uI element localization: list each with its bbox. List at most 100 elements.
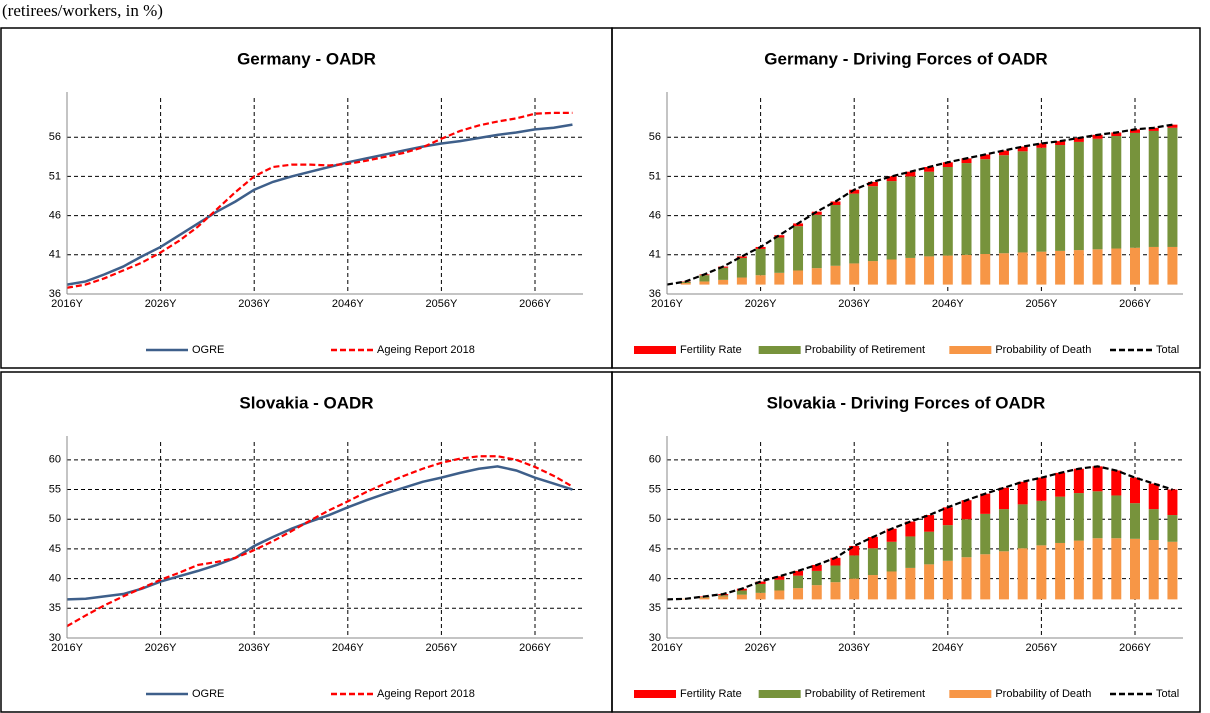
x-tick-label: 2016Y — [51, 298, 83, 310]
bar-segment — [998, 150, 1009, 156]
legend-label: OGRE — [192, 688, 224, 700]
y-tick-label: 46 — [649, 210, 661, 222]
bar-segment — [905, 257, 916, 285]
bar-segment — [736, 256, 747, 258]
bar-segment — [1055, 542, 1066, 600]
bar-segment — [849, 189, 860, 194]
bar-segment — [699, 275, 710, 282]
header: (retirees/workers, in %) — [2, 1, 163, 20]
legend-label: Probability of Death — [995, 688, 1091, 700]
bar-segment — [755, 275, 766, 285]
bar-segment — [774, 576, 785, 580]
bar-segment — [961, 500, 972, 520]
bar-segment — [998, 551, 1009, 600]
bar-segment — [1167, 489, 1178, 516]
x-tick-label: 2056Y — [425, 298, 457, 310]
bar-segment — [1036, 545, 1047, 600]
bar-segment — [924, 166, 935, 172]
bar-segment — [905, 176, 916, 258]
bar-segment — [774, 237, 785, 273]
x-tick-label: 2016Y — [651, 298, 683, 310]
bar-segment — [1111, 132, 1122, 137]
y-tick-label: 40 — [649, 573, 661, 585]
bar-segment — [1148, 509, 1159, 540]
bar-segment — [961, 557, 972, 600]
bar-segment — [1148, 127, 1159, 131]
y-tick-label: 50 — [649, 513, 661, 525]
bar-segment — [849, 263, 860, 285]
bar-segment — [924, 564, 935, 600]
bar-segment — [1130, 477, 1140, 504]
legend-label: Total — [1156, 344, 1179, 356]
x-tick-label: 2066Y — [1119, 298, 1151, 310]
y-tick-label: 55 — [49, 483, 61, 495]
bar-segment — [1036, 251, 1047, 285]
bar-segment — [736, 590, 747, 595]
y-tick-label: 45 — [49, 543, 61, 555]
bar-segment — [699, 597, 710, 600]
bar-segment — [1036, 477, 1047, 501]
bar-segment — [1017, 548, 1028, 600]
bar-segment — [980, 254, 991, 285]
bar-segment — [867, 181, 878, 187]
x-tick-label: 2046Y — [332, 642, 364, 654]
bar-segment — [942, 162, 953, 167]
bar-segment — [1036, 500, 1047, 546]
bar-segment — [736, 277, 747, 285]
bar-segment — [811, 564, 822, 571]
bar-segment — [961, 254, 972, 285]
y-tick-label: 60 — [49, 454, 61, 466]
y-tick-label: 40 — [49, 573, 61, 585]
bar-segment — [830, 557, 841, 566]
bar-segment — [924, 515, 935, 532]
bar-segment — [793, 270, 804, 285]
bar-segment — [811, 585, 822, 600]
bar-segment — [1055, 250, 1066, 285]
bar-segment — [1092, 138, 1103, 250]
bar-segment — [699, 281, 710, 285]
bar-segment — [1092, 491, 1103, 539]
bar-segment — [1148, 130, 1159, 247]
bar-segment — [830, 201, 841, 206]
bar-segment — [755, 248, 766, 276]
bar-segment — [924, 531, 935, 565]
legend-label: Total — [1156, 688, 1179, 700]
x-tick-label: 2026Y — [745, 298, 777, 310]
x-tick-label: 2046Y — [332, 298, 364, 310]
bar-segment — [1092, 538, 1103, 600]
bar-segment — [905, 521, 916, 537]
bar-segment — [1148, 540, 1159, 600]
legend-label: Ageing Report 2018 — [377, 344, 475, 356]
y-tick-label: 55 — [649, 483, 661, 495]
series-line — [666, 465, 1173, 601]
bar-segment — [793, 588, 804, 600]
x-tick-label: 2056Y — [1025, 642, 1057, 654]
legend-label: Fertility Rate — [680, 344, 742, 356]
bar-segment — [1130, 247, 1140, 285]
bar-segment — [1130, 538, 1140, 600]
x-tick-label: 2056Y — [425, 642, 457, 654]
bar-segment — [1073, 141, 1084, 251]
y-tick-label: 36 — [49, 288, 61, 300]
bar-segment — [718, 596, 729, 600]
bar-segment — [811, 268, 822, 285]
x-tick-label: 2036Y — [838, 642, 870, 654]
bar-segment — [849, 578, 860, 600]
x-tick-label: 2046Y — [932, 642, 964, 654]
chart-title: Slovakia - Driving Forces of OADR — [767, 393, 1046, 412]
bar-segment — [736, 257, 747, 278]
bar-segment — [793, 226, 804, 271]
bar-segment — [830, 205, 841, 266]
bar-segment — [830, 565, 841, 583]
bar-segment — [1130, 132, 1140, 248]
x-tick-label: 2066Y — [519, 642, 551, 654]
y-tick-label: 60 — [649, 454, 661, 466]
bar-segment — [793, 223, 804, 227]
bar-segment — [1111, 136, 1122, 249]
bar-segment — [793, 570, 804, 576]
bar-segment — [774, 590, 785, 600]
bar-segment — [980, 159, 991, 255]
bar-segment — [1130, 503, 1140, 539]
y-tick-label: 56 — [49, 131, 61, 143]
